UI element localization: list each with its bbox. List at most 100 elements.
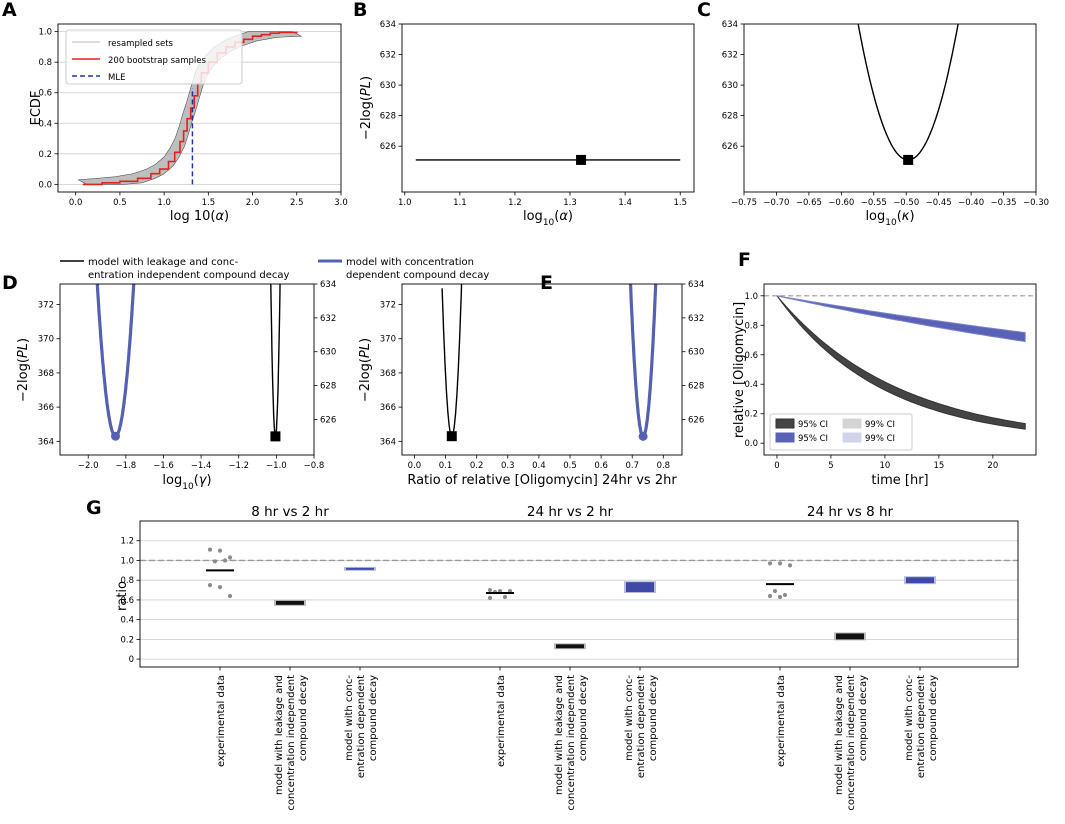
y-axis-label-text: −2log(PL) — [358, 338, 373, 402]
conc-dependent-95ci — [346, 567, 374, 570]
leakage-95ci — [836, 633, 864, 640]
category-label: entration dependent — [636, 675, 647, 778]
y-tick-label: 0.8 — [120, 576, 134, 586]
y-tick-label: 632 — [320, 314, 336, 324]
x-tick-label: −1.0 — [266, 461, 287, 471]
legend-label: 200 bootstrap samples — [108, 56, 207, 66]
conc-dependent-95ci — [626, 582, 654, 593]
x-tick-label: −1.2 — [228, 461, 249, 471]
x-tick-label: 20 — [987, 461, 998, 471]
x-tick-label: −0.40 — [958, 198, 984, 208]
y-tick-label: 372 — [38, 301, 54, 311]
y-axis-label: ECDF — [29, 91, 44, 126]
y-tick-label: 630 — [688, 348, 704, 358]
experimental-point — [227, 593, 233, 599]
experimental-point — [217, 584, 223, 590]
y-axis-label: −2log(PL) — [16, 338, 31, 402]
legend-label: 99% CI — [865, 434, 895, 444]
experimental-point — [767, 561, 773, 566]
plot-frame — [763, 283, 1037, 456]
legend-label: dependent compound decay — [346, 270, 489, 281]
y-tick-label: 0 — [129, 655, 134, 665]
y-tick-label: 0.0 — [744, 439, 758, 449]
x-tick-label: 1.2 — [508, 198, 522, 208]
y-tick-label: 0.8 — [38, 58, 52, 68]
x-tick-label: 0.8 — [657, 461, 671, 471]
x-axis-label: time [hr] — [871, 473, 928, 488]
category-label: experimental data — [776, 675, 787, 767]
category-label: compound decay — [578, 675, 589, 761]
experimental-point — [487, 587, 493, 593]
optimum-marker-black — [270, 431, 281, 442]
panel-letter-A: A — [2, 0, 17, 21]
category-label: experimental data — [496, 675, 507, 767]
x-tick-label: 1.5 — [673, 198, 687, 208]
x-tick-label: 2.5 — [290, 198, 304, 208]
legend-label: 95% CI — [798, 434, 828, 444]
y-tick-label: 0.2 — [744, 410, 758, 420]
optimum-marker-blue — [111, 431, 121, 441]
x-tick-label: 0.3 — [501, 461, 515, 471]
y-tick-label: 0.8 — [744, 321, 758, 331]
x-tick-label: 0.0 — [408, 461, 422, 471]
x-tick-label: −1.4 — [191, 461, 212, 471]
y-tick-label: 1.0 — [120, 556, 134, 566]
x-tick-label: −0.70 — [763, 198, 789, 208]
conc-dependent-band — [776, 295, 1026, 343]
y-tick-label: 628 — [320, 382, 336, 392]
plot-frame — [401, 23, 695, 193]
x-tick-label: 0.5 — [113, 198, 127, 208]
x-tick-label: 0 — [774, 461, 779, 471]
x-tick-label: 15 — [933, 461, 944, 471]
conc-dependent-curve — [95, 284, 136, 438]
y-tick-label: 370 — [38, 335, 54, 345]
group-title: 24 hr vs 2 hr — [527, 504, 614, 520]
panel-letter-C: C — [697, 0, 711, 21]
y-tick-label: 364 — [38, 437, 54, 447]
optimum-marker-blue — [638, 431, 648, 441]
legend-label: model with concentration — [346, 257, 474, 268]
category-label: model with conc- — [624, 675, 635, 761]
y-tick-label: 626 — [380, 142, 396, 152]
category-label: compound decay — [928, 675, 939, 761]
legend-swatch — [842, 432, 862, 443]
y-tick-label: 634 — [380, 20, 396, 30]
x-tick-label: 0.6 — [594, 461, 608, 471]
group-title: 24 hr vs 8 hr — [807, 504, 894, 520]
legend-swatch — [842, 418, 862, 429]
category-label: model with leakage and — [274, 675, 285, 795]
y-tick-label: 368 — [380, 369, 396, 379]
y-tick-label: 628 — [380, 112, 396, 122]
y-tick-label: 632 — [688, 314, 704, 324]
x-axis-label: log10(κ) — [865, 209, 914, 228]
category-label: compound decay — [858, 675, 869, 761]
category-label: compound decay — [368, 675, 379, 761]
ecdf-line — [82, 31, 298, 186]
x-tick-label: −0.8 — [304, 461, 325, 471]
leakage-curve — [441, 284, 463, 438]
panel-E: 0.0 0.1 0.2 0.3 0.4 0.5 0.6 0.7 0.8 364 366 368 370 3… — [358, 280, 704, 488]
legend-label: model with leakage and conc- — [88, 257, 239, 268]
panel-B: 1.0 1.1 1.2 1.3 1.4 1.5 626 628 630 632 634 log10(α… — [359, 20, 695, 228]
y-tick-label: 628 — [722, 112, 738, 122]
y-tick-label: 366 — [38, 403, 54, 413]
category-label: compound decay — [648, 675, 659, 761]
panel-C: −0.75 −0.70 −0.65 −0.60 −0.55 −0.50 −0.45 −0.40… — [722, 20, 1049, 228]
x-tick-label: 5 — [828, 461, 833, 471]
optimum-marker-black — [446, 431, 457, 442]
x-tick-label: 0.2 — [470, 461, 484, 471]
y-tick-label: 364 — [380, 437, 396, 447]
y-axis-label-text: −2log(PL) — [359, 76, 374, 140]
y-tick-label: 634 — [320, 280, 336, 290]
panel-letter-G: G — [86, 497, 102, 519]
y-tick-label: 0.0 — [38, 180, 52, 190]
category-label: experimental data — [216, 675, 227, 767]
experimental-point — [207, 583, 213, 588]
y-axis-label-text: ratio — [115, 581, 130, 611]
x-axis-label: log 10(α) — [170, 209, 229, 224]
x-tick-label: 1.0 — [398, 198, 412, 208]
category-label: compound decay — [298, 675, 309, 761]
legend-swatch — [775, 418, 795, 429]
experimental-point — [777, 561, 783, 566]
